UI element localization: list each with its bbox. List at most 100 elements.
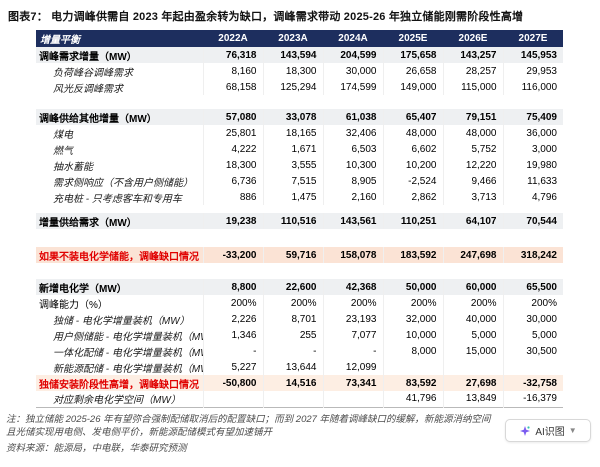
cell-value: 6,736: [202, 173, 263, 189]
cell-value: 125,294: [262, 79, 323, 95]
row-label: 风光反调峰需求: [53, 83, 123, 95]
cell-value: 40,000: [442, 311, 503, 327]
table-header-row: 增量平衡 2022A 2023A 2024A 2025E 2026E 2027E: [36, 30, 563, 47]
row-label: 负荷峰谷调峰需求: [53, 67, 133, 79]
cell-value: 110,251: [382, 213, 443, 229]
table-row: 调峰需求增量（MW） 76,318 143,594 204,599 175,658 143…: [36, 47, 563, 63]
cell-value: 318,242: [502, 247, 563, 263]
header-year-col: 2023A: [263, 30, 323, 47]
table-row: 调峰供给其他增量（MW） 57,080 33,078 61,038 65,407 79,1…: [36, 109, 563, 125]
cell-value: -50,800: [202, 375, 263, 391]
spacer-cell: [36, 205, 563, 213]
cell-value: 200%: [202, 295, 263, 311]
cell-value: -2,524: [382, 173, 443, 189]
cell-value: 2,160: [322, 189, 383, 205]
footnotes: 注：独立储能 2025-26 年有望弥合强制配储取消后的配置缺口；而到 2027…: [6, 413, 592, 456]
cell-value: 10,000: [382, 327, 443, 343]
cell-value: 32,406: [322, 125, 383, 141]
cell-value: -: [322, 343, 383, 359]
cell-value: 5,000: [442, 327, 503, 343]
spacer-row: [36, 95, 563, 109]
table-body: 调峰需求增量（MW） 76,318 143,594 204,599 175,658 143…: [36, 47, 563, 407]
table-row: 风光反调峰需求 68,158 125,294 174,599 149,000 115,00…: [36, 79, 563, 95]
cell-value: 4,796: [502, 189, 563, 205]
cell-value: 28,257: [442, 63, 503, 79]
row-label: 独储 - 电化学增量装机（MW）: [53, 315, 190, 327]
table-row: 独储 - 电化学增量装机（MW） 2,226 8,701 23,193 32,000 40…: [36, 311, 563, 327]
cell-value: 11,633: [502, 173, 563, 189]
cell-value: 8,800: [202, 279, 263, 295]
cell-value: 200%: [262, 295, 323, 311]
row-label: 如果不装电化学储能，调峰缺口情况（MW）: [36, 247, 203, 263]
table-row: 对应剩余电化学空间（MW） 41,796 13,849 -16,379: [36, 391, 563, 407]
cell-value: 145,953: [502, 47, 563, 63]
cell-value: -: [202, 343, 263, 359]
cell-value: 143,594: [262, 47, 323, 63]
row-label: 充电桩 - 只考虑客车和专用车: [53, 193, 182, 205]
cell-value: [322, 391, 383, 407]
cell-value: 3,555: [262, 157, 323, 173]
cell-value: 174,599: [322, 79, 383, 95]
cell-value: 61,038: [322, 109, 383, 125]
cell-value: 3,713: [442, 189, 503, 205]
row-label: 调峰需求增量（MW）: [36, 47, 203, 63]
cell-value: 19,980: [502, 157, 563, 173]
row-label: 抽水蓄能: [53, 161, 93, 173]
cell-value: 6,503: [322, 141, 383, 157]
cell-value: [202, 391, 263, 407]
spacer-row: [36, 263, 563, 279]
cell-value: 64,107: [442, 213, 503, 229]
cell-value: 2,226: [202, 311, 263, 327]
cell-value: 59,716: [262, 247, 323, 263]
cell-value: 15,000: [442, 343, 503, 359]
cell-value: 13,644: [262, 359, 323, 375]
header-year-col: 2025E: [383, 30, 443, 47]
spacer-row: [36, 205, 563, 213]
cell-value: 204,599: [322, 47, 383, 63]
cell-value: 5,000: [502, 327, 563, 343]
table-row: 如果不装电化学储能，调峰缺口情况（MW）-33,20059,716158,078…: [36, 247, 563, 263]
table-row: 一体化配储 - 电化学增量装机（MW） - - -8,000 15,000 30,500: [36, 343, 563, 359]
data-table: 增量平衡 2022A 2023A 2024A 2025E 2026E 2027E 调峰需求增…: [36, 30, 563, 408]
row-label: 需求侧响应（不含用户侧储能）: [53, 177, 193, 189]
cell-value: [262, 391, 323, 407]
cell-value: 116,000: [502, 79, 563, 95]
row-label: 燃气: [53, 145, 73, 157]
row-label: 调峰供给其他增量（MW）: [36, 109, 203, 125]
source-line: 资料来源：能源局，中电联，华泰研究预测: [6, 443, 187, 455]
figure-title: 图表7： 电力调峰供需自 2023 年起由盈余转为缺口，调峰需求带动 2025-…: [8, 11, 524, 23]
cell-value: [442, 359, 503, 375]
cell-value: [382, 359, 443, 375]
cell-value: -32,758: [502, 375, 563, 391]
cell-value: 1,346: [202, 327, 263, 343]
table-row: 新增电化学（MW） 8,800 22,600 42,368 50,000 60,000 65…: [36, 279, 563, 295]
cell-value: [502, 359, 563, 375]
cell-value: 158,078: [322, 247, 383, 263]
cell-value: 73,341: [322, 375, 383, 391]
cell-value: 22,600: [262, 279, 323, 295]
cell-value: 8,701: [262, 311, 323, 327]
header-label-col: 增量平衡: [36, 30, 203, 47]
cell-value: 10,200: [382, 157, 443, 173]
cell-value: 30,000: [322, 63, 383, 79]
cell-value: 2,862: [382, 189, 443, 205]
row-label: 一体化配储 - 电化学增量装机（MW）: [53, 347, 203, 359]
row-label: 新能源配储 - 电化学增量装机（MW）: [53, 363, 203, 375]
ai-image-recognition-button[interactable]: AI识图 ▼: [505, 419, 591, 442]
cell-value: 19,238: [202, 213, 263, 229]
cell-value: 32,000: [382, 311, 443, 327]
cell-value: 48,000: [382, 125, 443, 141]
table-row: 抽水蓄能 18,300 3,555 10,300 10,200 12,220 19,980: [36, 157, 563, 173]
header-year-col: 2027E: [503, 30, 563, 47]
cell-value: 14,516: [262, 375, 323, 391]
cell-value: 5,227: [202, 359, 263, 375]
spacer-row: [36, 229, 563, 247]
row-label: 对应剩余电化学空间（MW）: [53, 395, 181, 407]
cell-value: 200%: [322, 295, 383, 311]
row-label: 新增电化学（MW）: [36, 279, 203, 295]
cell-value: 70,544: [502, 213, 563, 229]
cell-value: 12,099: [322, 359, 383, 375]
cell-value: 75,409: [502, 109, 563, 125]
cell-value: -16,379: [502, 391, 563, 407]
cell-value: 48,000: [442, 125, 503, 141]
